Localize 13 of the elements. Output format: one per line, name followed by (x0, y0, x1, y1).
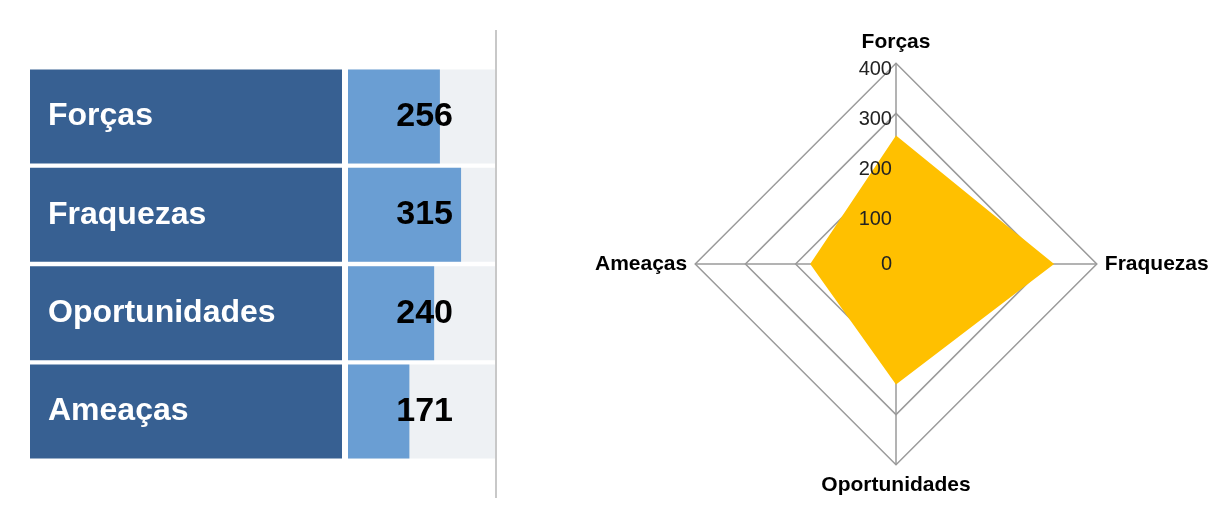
y-tick-label: 300 (858, 106, 892, 129)
data-label: 171 (396, 389, 453, 428)
y-tick-label: 400 (858, 56, 892, 79)
y-tick-label: 0 (880, 251, 892, 274)
data-label: 315 (396, 193, 453, 232)
y-tick-label: Oportunidades (48, 293, 276, 330)
y-tick-label: Forças (48, 96, 153, 133)
spoke-label: Oportunidades (821, 472, 971, 496)
spoke-label: Fraquezas (1104, 250, 1209, 274)
y-tick-label: 100 (858, 207, 892, 230)
spoke-label: Ameaças (594, 250, 688, 274)
y-tick-label: Ameaças (48, 391, 189, 428)
y-tick-label: Fraquezas (48, 194, 207, 231)
